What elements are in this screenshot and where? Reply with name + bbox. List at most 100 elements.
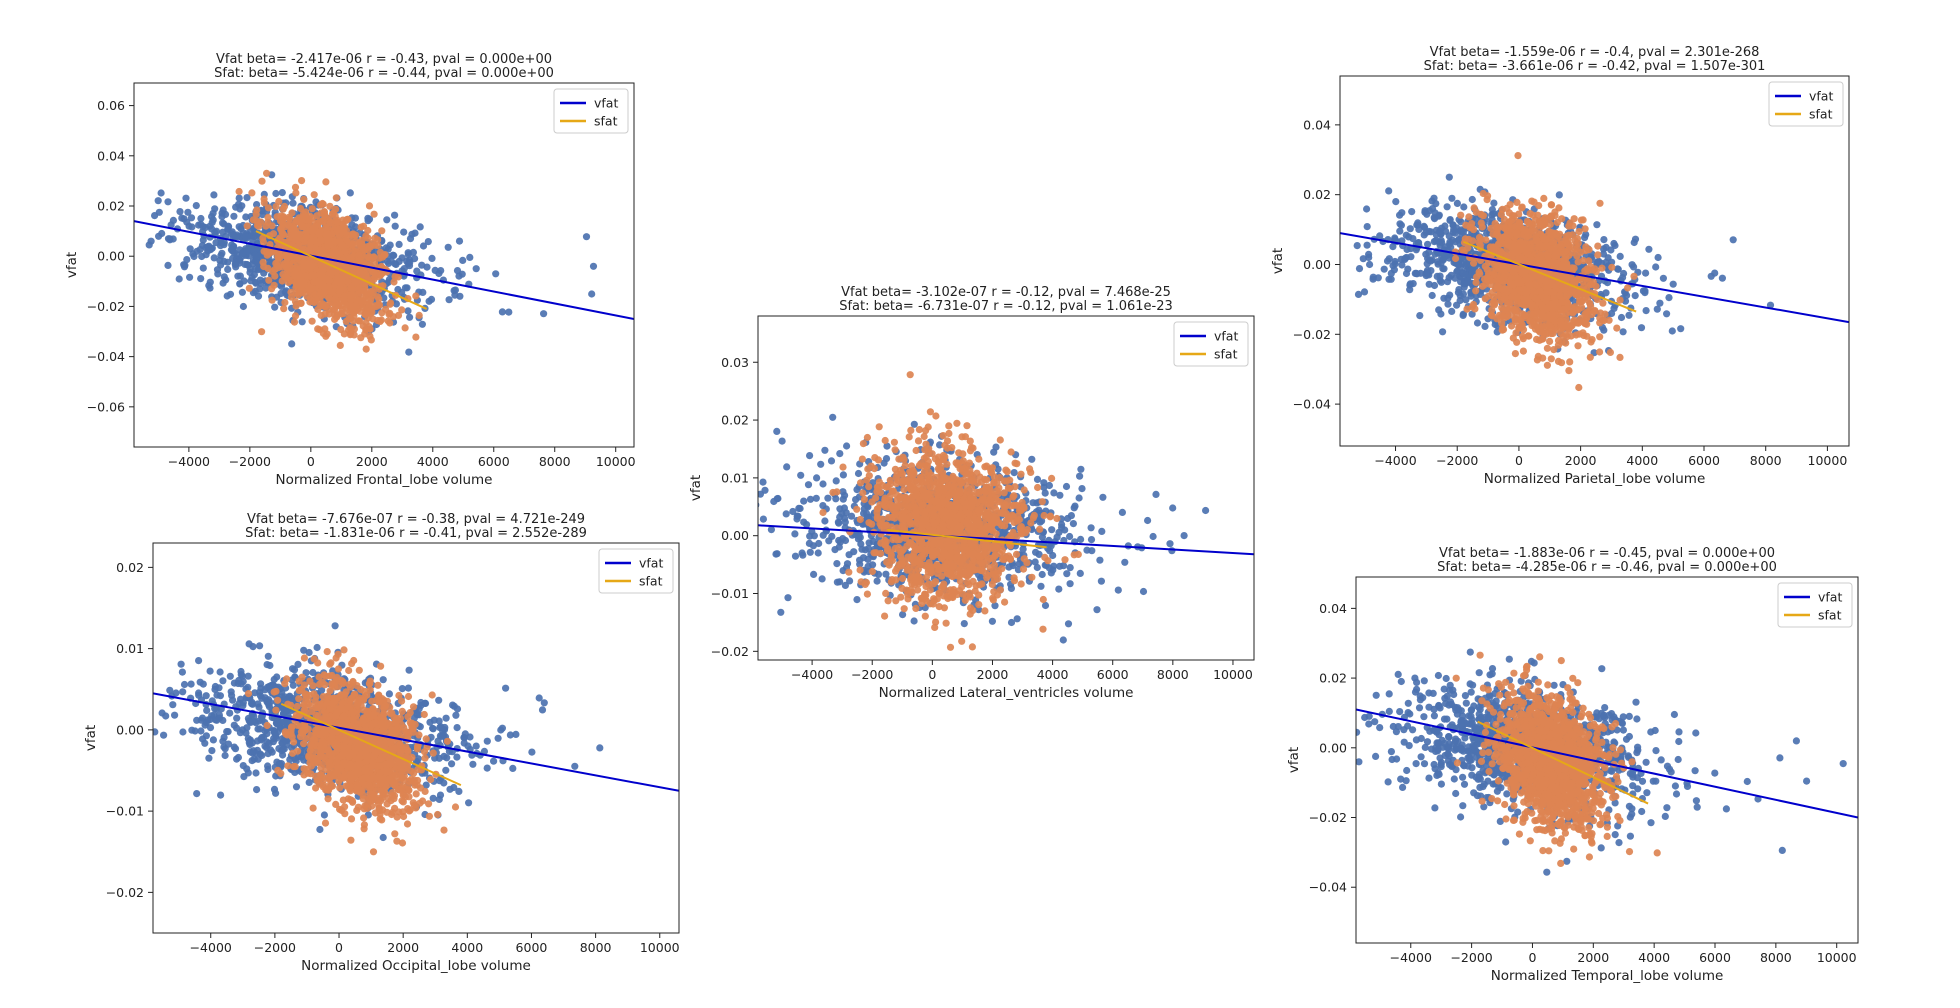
plot-area [153,622,679,856]
vfat-point [257,680,265,688]
vfat-point [54,262,61,269]
sfat-point [289,749,297,757]
vfat-point [197,275,205,283]
sfat-point [388,789,397,797]
vfat-point [419,242,428,250]
vfat-point [162,712,170,720]
sfat-point [358,775,366,783]
sfat-point [364,234,372,242]
sfat-point [336,284,344,292]
vfat-point [229,696,237,704]
sfat-point [410,801,418,809]
vfat-point [290,666,299,674]
vfat-point [188,223,196,231]
vfat-point [209,216,217,224]
sfat-point [347,776,355,784]
sfat-point [244,690,253,698]
vfat-point [224,224,232,233]
sfat-point [245,284,253,292]
vfat-point [289,681,297,689]
vfat-point [219,677,227,685]
vfat-point [186,273,194,281]
vfat-point [206,278,214,286]
y-tick-label: −0.04 [87,349,125,364]
vfat-point [248,700,256,708]
sfat-point [306,746,314,755]
vfat-point [502,684,510,692]
sfat-point [275,263,283,272]
sfat-point [318,706,326,714]
vfat-point [596,744,604,752]
vfat-point [288,340,296,348]
sfat-point [320,208,328,216]
sfat-point [378,816,386,824]
vfat-point [272,732,280,740]
vfat-point [239,302,247,311]
vfat-point [421,699,430,708]
sfat-point [404,692,413,701]
vfat-point [405,666,413,674]
sfat-point [390,795,398,803]
vfat-point [265,682,273,690]
sfat-point [385,310,393,318]
sfat-point [443,737,451,745]
vfat-point [442,766,450,774]
chart-panel: Vfat beta= -7.676e-07 r = -0.38, pval = … [83,512,680,974]
sfat-point [308,205,316,213]
sfat-point [421,787,429,796]
vfat-point [424,238,432,246]
sfat-point [265,250,273,258]
vfat-point [272,789,280,797]
vfat-point [453,753,461,761]
sfat-point [403,820,412,828]
vfat-point [171,711,179,719]
sfat-point [282,274,290,282]
sfat-point [321,819,330,827]
vfat-point [506,731,514,739]
vfat-point [294,660,302,669]
vfat-point [235,200,243,208]
sfat-point [335,250,344,258]
sfat-point [347,301,355,309]
sfat-point [367,336,375,344]
sfat-point [317,236,325,244]
vfat-point [400,228,408,236]
vfat-point [169,701,177,709]
vfat-point [201,739,209,747]
vfat-point [234,272,242,280]
sfat-point [291,312,300,320]
sfat-point [338,241,346,249]
vfat-point [483,764,491,772]
x-tick-label: −2000 [229,454,271,469]
vfat-point [428,254,436,262]
sfat-point [347,815,356,823]
sfat-point [377,271,385,279]
vfat-point [217,261,225,269]
sfat-point [382,760,390,769]
sfat-point [355,666,363,674]
sfat-point [386,319,394,327]
sfat-point [421,754,429,762]
sfat-point [306,759,314,767]
vfat-point [157,189,165,197]
sfat-point [374,236,382,244]
sfat-point [378,227,386,235]
sfat-point [396,741,404,749]
vfat-point [391,260,399,268]
vfat-point [254,700,262,708]
vfat-point [469,760,477,768]
vfat-point [405,348,413,356]
vfat-point [364,217,372,225]
sfat-point [361,246,369,254]
sfat-point [382,767,390,776]
vfat-point [223,292,231,300]
vfat-point [453,724,461,732]
sfat-point [341,292,349,300]
sfat-point [416,799,424,807]
vfat-point [254,266,262,274]
vfat-point [313,643,321,652]
sfat-point [339,796,347,804]
sfat-point [334,301,342,310]
sfat-point [314,712,323,720]
vfat-point [234,753,242,762]
